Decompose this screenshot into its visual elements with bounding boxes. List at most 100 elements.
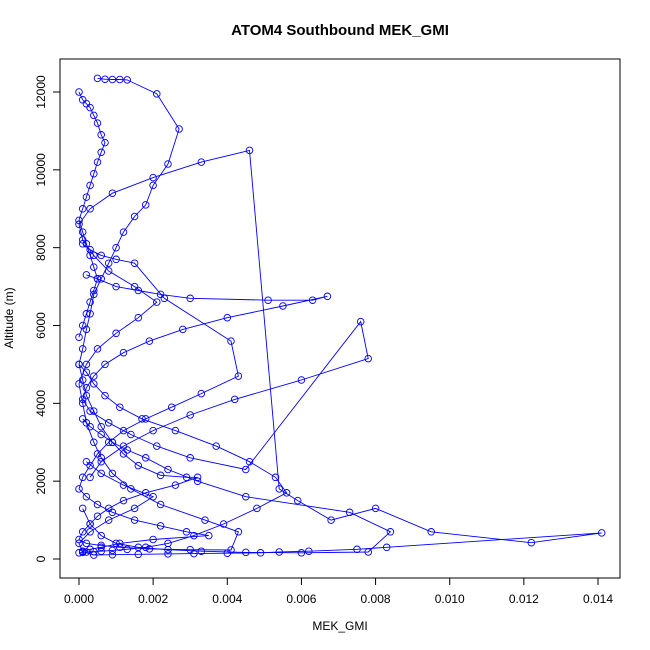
data-point [149, 181, 157, 190]
data-point [97, 422, 105, 431]
data-series [75, 74, 606, 559]
data-point [82, 492, 91, 501]
data-point [223, 313, 232, 322]
data-point [223, 549, 232, 557]
data-point [119, 348, 128, 357]
data-point [112, 255, 120, 264]
data-point [78, 228, 87, 236]
data-point [93, 119, 102, 127]
data-point [75, 549, 83, 557]
x-tick-label: 0.012 [509, 592, 539, 606]
data-point [97, 131, 105, 139]
y-tick-label: 6000 [34, 312, 48, 339]
data-point [97, 251, 105, 260]
data-point [275, 548, 283, 556]
data-point [101, 138, 109, 147]
data-point [104, 267, 113, 275]
data-point [86, 422, 94, 431]
data-point [75, 216, 83, 225]
data-point [116, 403, 124, 411]
data-point [186, 411, 194, 419]
data-point [164, 160, 172, 168]
data-point [134, 461, 143, 470]
data-point [119, 481, 128, 489]
y-axis-title: Altitude (m) [2, 287, 16, 348]
data-point [108, 508, 117, 517]
data-point [149, 535, 157, 544]
y-tick-label: 10000 [34, 153, 48, 187]
data-point [78, 345, 87, 353]
data-point [130, 212, 139, 221]
x-tick-label: 0.014 [583, 592, 613, 606]
y-tick-label: 2000 [34, 467, 48, 494]
data-point [293, 496, 302, 505]
data-point [97, 547, 105, 555]
data-point [82, 360, 91, 369]
data-point [116, 75, 124, 84]
data-point [93, 450, 102, 458]
data-point [101, 391, 109, 400]
data-point [271, 473, 280, 482]
data-point [197, 547, 206, 555]
data-point [78, 395, 87, 404]
series-line [78, 91, 106, 338]
data-point [112, 329, 120, 338]
data-point [82, 193, 91, 201]
data-point [193, 477, 202, 485]
x-tick-label: 0.010 [435, 592, 465, 606]
data-point [97, 469, 105, 478]
data-point [78, 504, 87, 513]
data-point [108, 189, 117, 197]
data-point [86, 473, 94, 482]
x-tick-label: 0.006 [286, 592, 316, 606]
data-point [242, 465, 250, 474]
data-point [101, 75, 109, 83]
data-point [75, 333, 83, 341]
data-point [382, 543, 391, 552]
data-point [130, 516, 139, 524]
data-point [356, 317, 365, 326]
plot-frame [59, 58, 621, 579]
data-point [164, 465, 172, 474]
data-point [86, 407, 94, 415]
data-point [153, 298, 161, 306]
data-point [190, 549, 198, 558]
x-tick-label: 0.004 [212, 592, 242, 606]
data-point [78, 415, 87, 423]
data-point [90, 111, 98, 120]
data-point [212, 442, 220, 450]
data-point [242, 492, 250, 501]
y-tick-label: 4000 [34, 390, 48, 417]
data-point [90, 380, 98, 388]
data-point [97, 148, 105, 157]
data-point [75, 535, 83, 544]
data-point [123, 446, 131, 454]
data-point [282, 489, 291, 497]
data-point [108, 438, 117, 447]
data-point [112, 539, 120, 548]
data-point [86, 251, 94, 260]
data-point [264, 296, 272, 304]
data-series [75, 360, 291, 557]
data-point [171, 481, 180, 489]
data-point [127, 485, 135, 493]
data-series-layer [75, 74, 606, 559]
data-point [234, 528, 243, 536]
data-point [275, 485, 283, 493]
data-point [78, 321, 87, 330]
data-point [123, 76, 131, 84]
data-point [201, 516, 209, 524]
series-line [78, 77, 602, 556]
data-point [227, 337, 235, 345]
data-point [93, 500, 102, 509]
data-point [179, 325, 187, 334]
data-point [119, 426, 128, 435]
data-point [78, 473, 87, 482]
data-point [82, 457, 91, 466]
y-tick-label: 8000 [34, 234, 48, 261]
data-point [101, 360, 109, 369]
data-point [93, 74, 102, 83]
series-line [82, 274, 369, 478]
x-tick-label: 0.008 [361, 592, 391, 606]
data-point [75, 88, 83, 96]
